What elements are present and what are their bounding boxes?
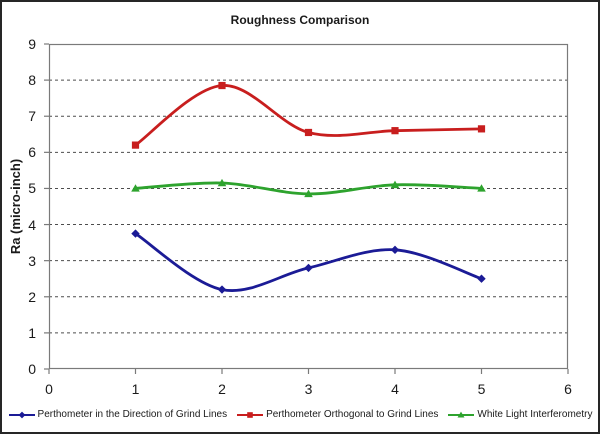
data-point-marker: [390, 180, 400, 189]
data-point-marker: [218, 81, 226, 90]
chart-legend: Perthometer in the Direction of Grind Li…: [2, 409, 598, 420]
y-axis-title: Ra (micro-inch): [8, 158, 23, 255]
plot-area: [44, 43, 569, 374]
data-point-marker: [304, 189, 313, 198]
legend-swatch-icon: [448, 411, 475, 418]
legend-swatch-icon: [8, 411, 35, 418]
data-point-marker: [217, 285, 227, 294]
x-tick-label: 4: [391, 381, 399, 397]
x-tick-label: 6: [564, 381, 572, 397]
data-point-marker: [131, 141, 140, 149]
data-point-marker: [477, 125, 486, 133]
legend-label: White Light Interferometry: [477, 409, 593, 420]
x-tick-label: 2: [218, 381, 226, 397]
legend-swatch-icon: [237, 411, 264, 418]
y-tick-label: 1: [28, 324, 36, 341]
data-point-marker: [131, 184, 140, 192]
legend-item: Perthometer Orthogonal to Grind Lines: [236, 409, 438, 420]
series-line: [134, 232, 483, 292]
series-line: [134, 84, 483, 147]
chart-title: Roughness Comparison: [230, 13, 370, 27]
data-point-marker: [457, 411, 465, 418]
y-tick-label: 7: [28, 108, 36, 125]
y-tick-label: 6: [28, 144, 36, 161]
chart-canvas: [44, 43, 569, 374]
y-tick-label: 0: [28, 361, 36, 377]
y-tick-label: 4: [28, 216, 36, 233]
data-point-marker: [18, 411, 25, 418]
data-point-marker: [390, 245, 400, 255]
x-tick-label: 1: [131, 381, 140, 397]
legend-label: Perthometer Orthogonal to Grind Lines: [266, 409, 439, 420]
legend-label: Perthometer in the Direction of Grind Li…: [37, 409, 228, 420]
x-tick-label: 0: [45, 381, 53, 397]
legend-item: White Light Interferometry: [447, 409, 592, 420]
data-point-marker: [477, 184, 486, 192]
data-point-marker: [391, 127, 399, 135]
data-point-marker: [247, 411, 253, 418]
x-tick-label: 3: [304, 381, 313, 397]
y-tick-label: 8: [28, 72, 36, 89]
data-point-marker: [304, 263, 313, 273]
y-tick-label: 5: [28, 180, 36, 197]
y-tick-label: 3: [28, 252, 36, 269]
y-tick-label: 9: [28, 36, 36, 52]
data-point-marker: [477, 274, 486, 283]
legend-item: Perthometer in the Direction of Grind Li…: [8, 409, 228, 420]
data-point-marker: [217, 178, 227, 187]
x-tick-label: 5: [477, 381, 486, 397]
y-tick-label: 2: [28, 288, 36, 305]
data-point-marker: [304, 128, 313, 137]
plot-frame: [48, 43, 569, 370]
